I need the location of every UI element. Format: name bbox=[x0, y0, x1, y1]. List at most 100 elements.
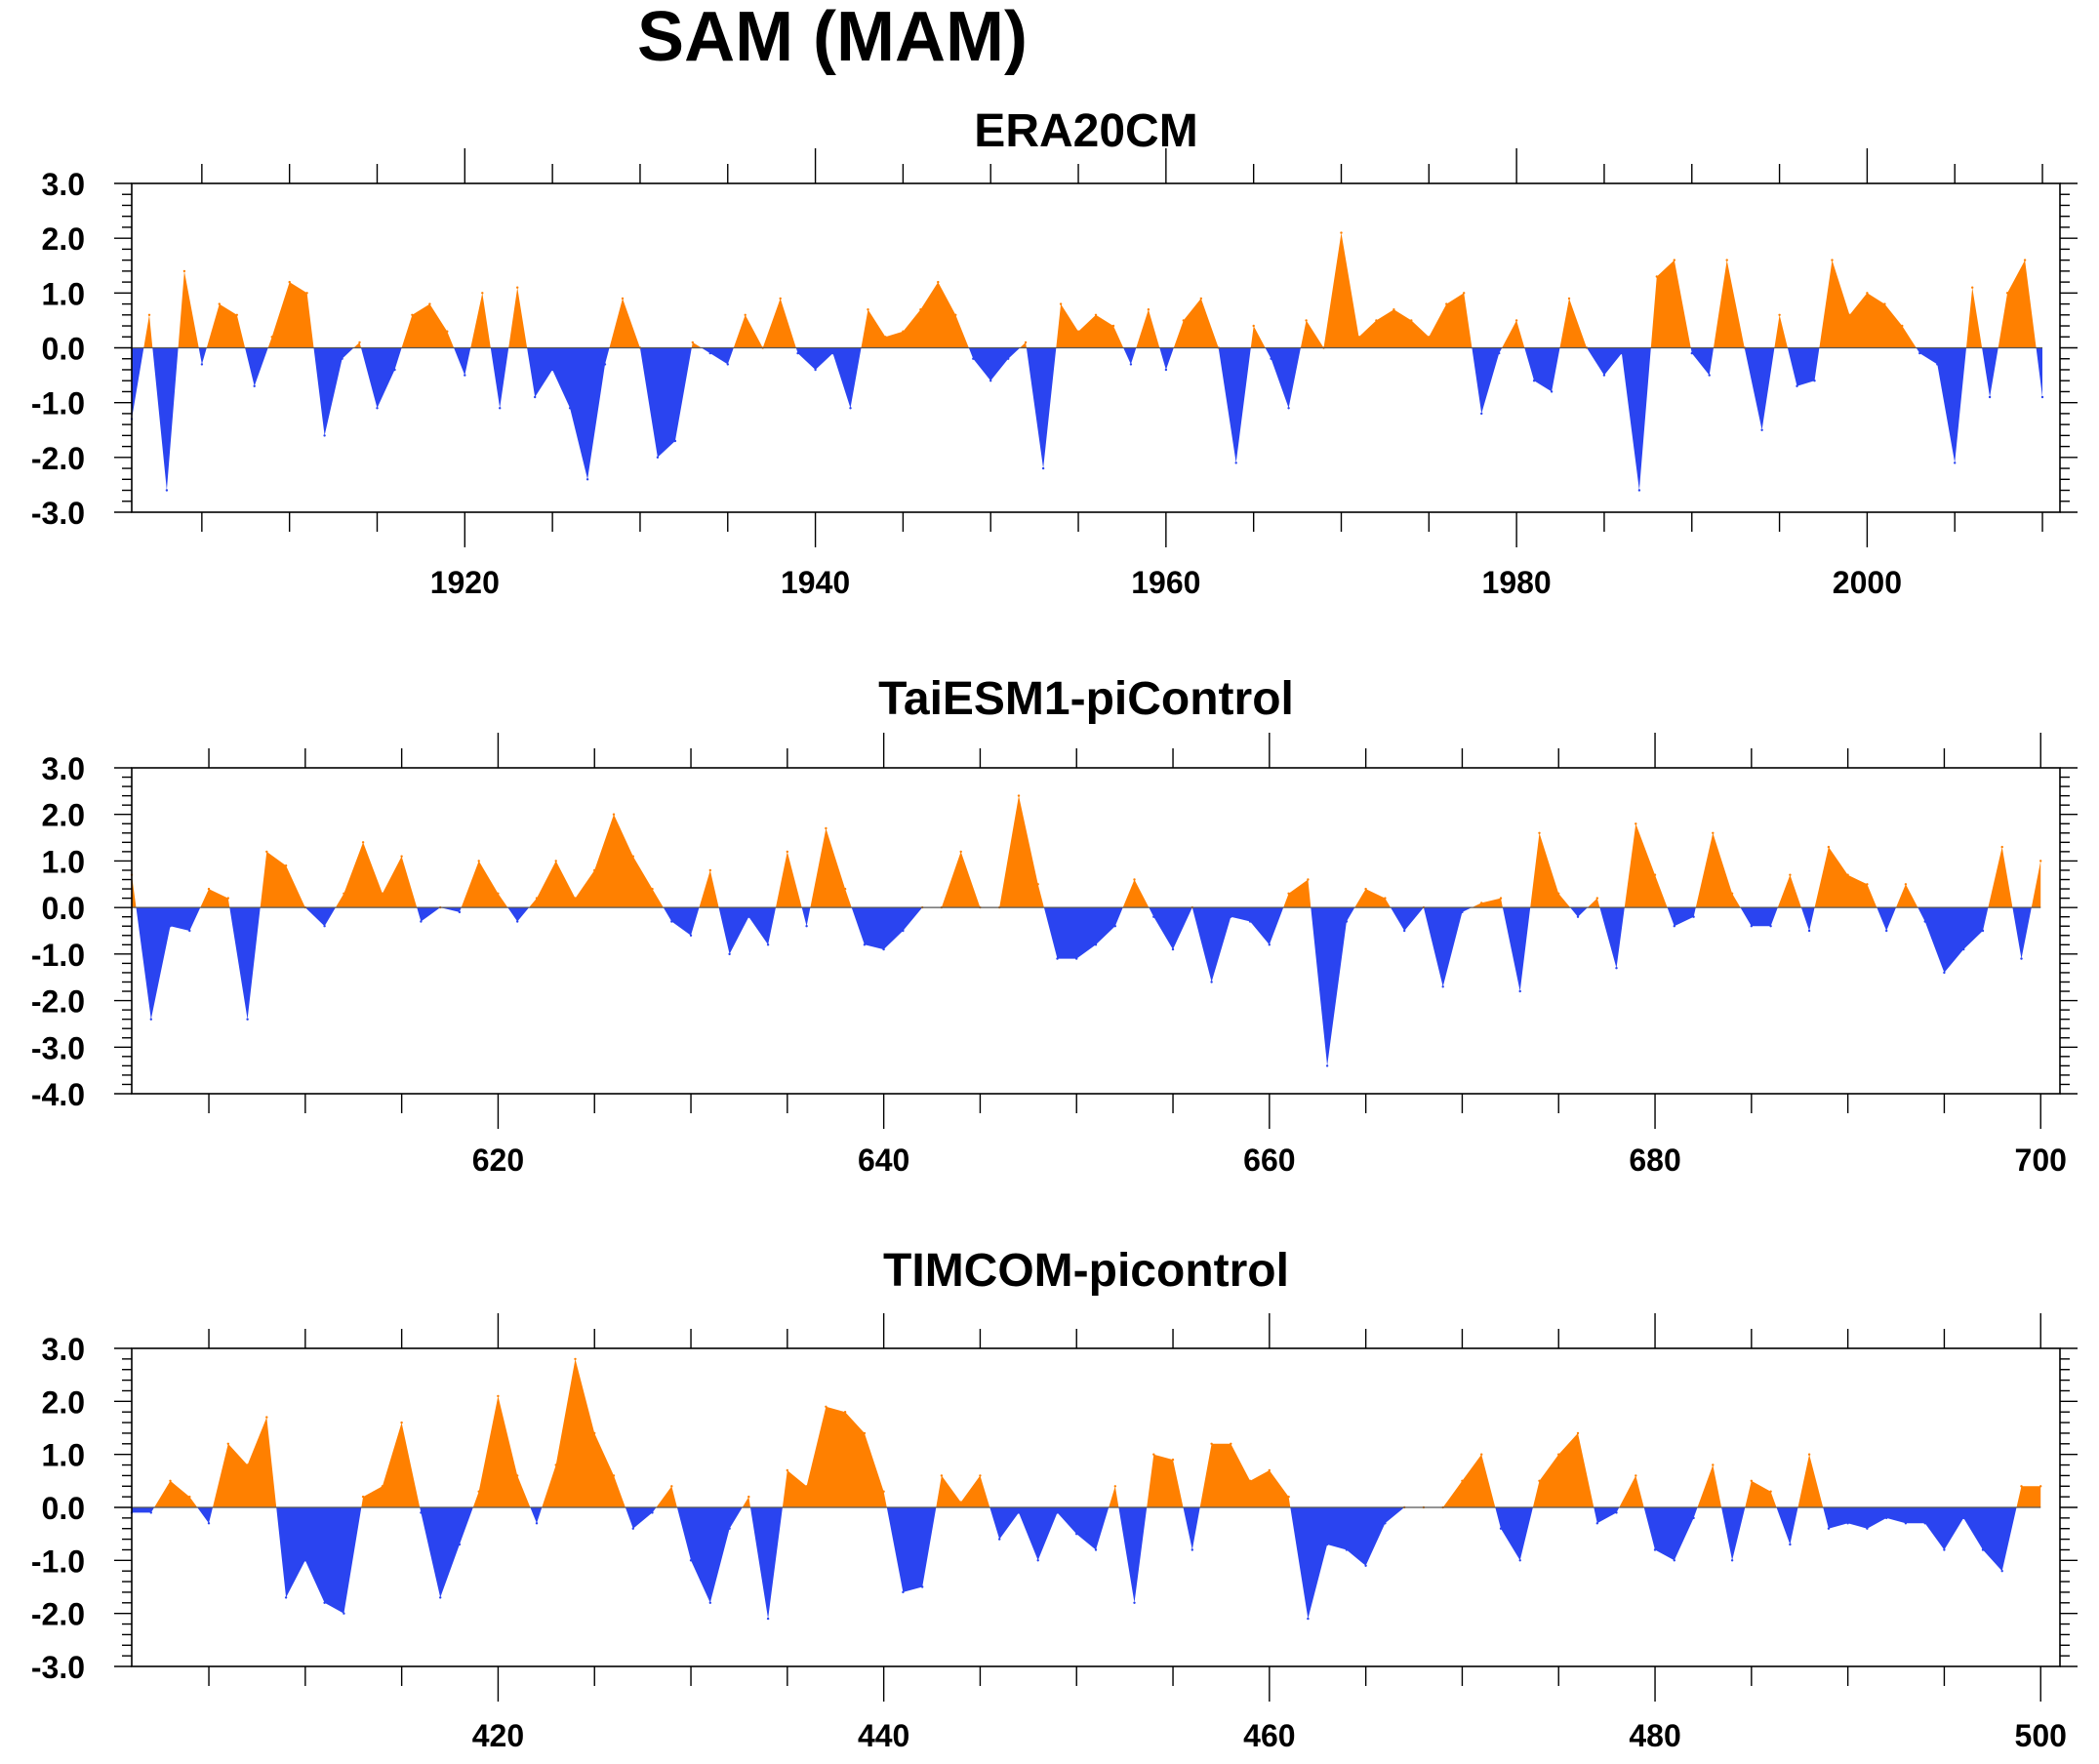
data-point bbox=[1712, 831, 1715, 834]
x-tick-label: 1940 bbox=[781, 565, 850, 600]
data-point bbox=[1059, 302, 1063, 305]
x-tick-label: 460 bbox=[1243, 1718, 1295, 1753]
data-point bbox=[1410, 319, 1413, 322]
data-point bbox=[284, 1596, 288, 1599]
y-tick-label: 0.0 bbox=[42, 1491, 85, 1526]
data-point bbox=[1210, 981, 1213, 983]
data-point bbox=[882, 1490, 885, 1493]
data-point bbox=[1557, 1453, 1560, 1456]
data-point bbox=[420, 920, 423, 923]
data-point bbox=[979, 1474, 982, 1477]
data-point bbox=[1514, 319, 1518, 322]
data-point bbox=[343, 1612, 345, 1615]
positive-anomaly-area bbox=[132, 232, 2042, 348]
data-point bbox=[825, 1405, 827, 1409]
data-point bbox=[603, 363, 607, 366]
data-points bbox=[130, 1357, 2042, 1621]
data-point bbox=[747, 1495, 750, 1499]
data-point bbox=[691, 341, 694, 344]
data-point bbox=[343, 892, 345, 895]
data-point bbox=[1325, 1543, 1329, 1546]
data-point bbox=[1340, 231, 1343, 234]
data-point bbox=[1133, 1601, 1136, 1605]
data-point bbox=[1305, 319, 1308, 322]
y-tick-label: 3.0 bbox=[42, 751, 85, 786]
data-point bbox=[568, 407, 572, 410]
data-point bbox=[393, 368, 396, 372]
data-point bbox=[786, 1468, 788, 1472]
data-point bbox=[477, 860, 480, 862]
data-point bbox=[585, 478, 589, 481]
data-point bbox=[169, 1479, 172, 1483]
data-point bbox=[1760, 428, 1763, 431]
panel-timcom-picontrol: TIMCOM-picontrol 3.0 2.0 1.0 0.0 -1.0 -2.0 -3.0… bbox=[31, 1245, 2078, 1753]
data-point bbox=[1164, 368, 1168, 372]
data-point bbox=[1885, 929, 1888, 933]
data-point bbox=[2005, 292, 2009, 295]
y-axis: 3.0 2.0 1.0 0.0 -1.0 -2.0 -3.0 bbox=[31, 167, 2078, 531]
data-point bbox=[1576, 1431, 1580, 1435]
data-point bbox=[420, 1511, 423, 1514]
data-point bbox=[1076, 330, 1080, 333]
data-point bbox=[796, 351, 799, 355]
data-point bbox=[631, 855, 634, 858]
data-point bbox=[1846, 873, 1849, 876]
data-point bbox=[1498, 351, 1501, 355]
y-tick-label: -3.0 bbox=[31, 496, 85, 531]
data-point bbox=[1595, 897, 1599, 900]
data-point bbox=[1518, 989, 1521, 993]
y-tick-label: 3.0 bbox=[42, 1332, 85, 1367]
data-point bbox=[1866, 1527, 1869, 1530]
data-point bbox=[959, 1501, 962, 1503]
data-point bbox=[477, 1490, 480, 1493]
data-point bbox=[814, 368, 817, 372]
data-point bbox=[235, 313, 238, 316]
data-point bbox=[1576, 915, 1580, 918]
data-point bbox=[959, 850, 962, 854]
data-point bbox=[1036, 883, 1039, 886]
data-point bbox=[919, 308, 922, 311]
data-point bbox=[534, 395, 537, 399]
data-point bbox=[1532, 380, 1536, 382]
plot-frame bbox=[131, 767, 2061, 1095]
data-point bbox=[921, 1585, 924, 1588]
data-point bbox=[2020, 1485, 2023, 1488]
y-tick-label: -2.0 bbox=[31, 1597, 85, 1632]
data-point bbox=[1024, 341, 1028, 344]
data-point bbox=[381, 892, 384, 895]
data-point bbox=[673, 439, 677, 443]
x-tick-label: 640 bbox=[858, 1143, 909, 1178]
data-point bbox=[1796, 384, 1798, 387]
data-point bbox=[200, 363, 204, 366]
data-point bbox=[689, 934, 693, 937]
data-point bbox=[1615, 967, 1618, 970]
data-point bbox=[1268, 943, 1272, 946]
data-point bbox=[1384, 897, 1387, 900]
data-point bbox=[1403, 929, 1406, 933]
data-point bbox=[218, 302, 221, 305]
y-tick-label: 1.0 bbox=[42, 1438, 85, 1473]
data-point bbox=[1954, 461, 1957, 464]
data-point bbox=[1866, 292, 1869, 295]
data-point bbox=[2040, 395, 2044, 399]
negative-anomaly-area bbox=[132, 347, 2042, 491]
data-point bbox=[554, 860, 557, 862]
data-point bbox=[323, 1601, 326, 1605]
data-point bbox=[1345, 1548, 1349, 1551]
data-point bbox=[1056, 957, 1059, 960]
data-point bbox=[1635, 1474, 1637, 1477]
data-point bbox=[1866, 883, 1869, 886]
data-point bbox=[1364, 1564, 1367, 1568]
data-point bbox=[651, 1511, 654, 1514]
data-point bbox=[1943, 1548, 1946, 1551]
data-point bbox=[2020, 957, 2023, 960]
data-point bbox=[188, 929, 191, 933]
data-point bbox=[1287, 1495, 1290, 1499]
data-point bbox=[1364, 887, 1367, 891]
data-point bbox=[1007, 357, 1010, 360]
y-tick-label: -3.0 bbox=[31, 1650, 85, 1685]
y-tick-label: 1.0 bbox=[42, 276, 85, 311]
x-axis: 1920 1940 1960 1980 2000 bbox=[201, 148, 2043, 600]
y-tick-label: 1.0 bbox=[42, 844, 85, 879]
